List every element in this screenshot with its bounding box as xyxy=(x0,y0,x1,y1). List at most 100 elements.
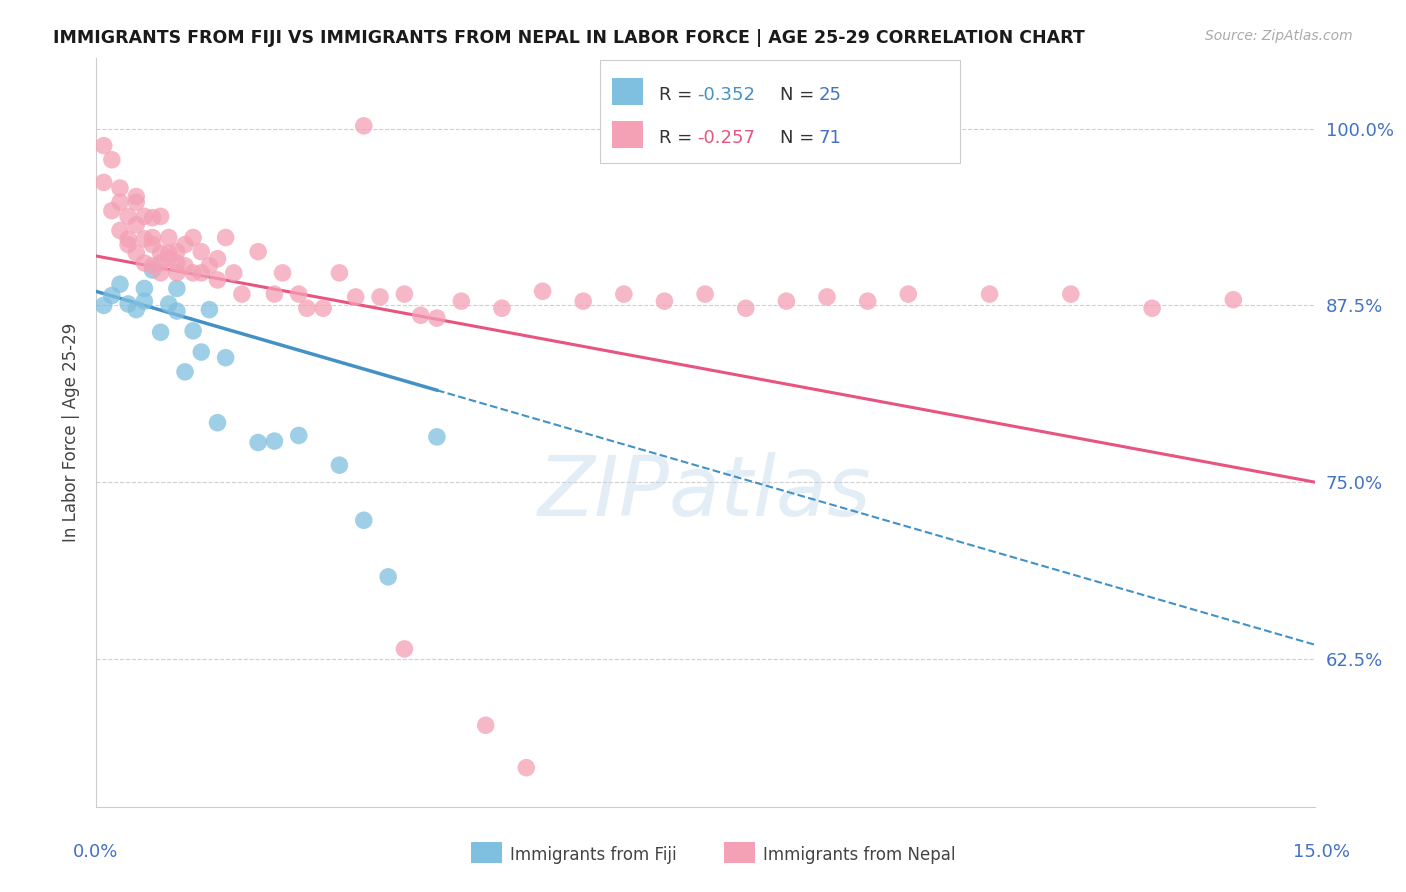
Y-axis label: In Labor Force | Age 25-29: In Labor Force | Age 25-29 xyxy=(62,323,80,542)
Point xyxy=(271,266,294,280)
Text: Source: ZipAtlas.com: Source: ZipAtlas.com xyxy=(1205,29,1353,43)
Point xyxy=(377,570,399,584)
Point xyxy=(149,256,172,270)
Point xyxy=(247,244,270,259)
Point xyxy=(181,266,204,280)
Point xyxy=(263,287,285,301)
Point xyxy=(166,281,188,295)
Point xyxy=(368,290,391,304)
Point xyxy=(450,294,472,309)
Point xyxy=(207,416,229,430)
Point xyxy=(174,365,197,379)
Point xyxy=(190,244,212,259)
Text: R =: R = xyxy=(659,129,699,147)
Text: 15.0%: 15.0% xyxy=(1294,843,1350,861)
Point xyxy=(117,297,139,311)
Point xyxy=(897,287,920,301)
Text: R =: R = xyxy=(659,87,699,104)
Point xyxy=(654,294,676,309)
Point xyxy=(1060,287,1083,301)
Point xyxy=(474,718,496,732)
Point xyxy=(157,252,180,266)
Point xyxy=(134,210,156,224)
Point xyxy=(247,435,270,450)
Point xyxy=(288,287,311,301)
Point xyxy=(856,294,879,309)
Point xyxy=(134,281,156,295)
Point xyxy=(149,210,172,224)
Point xyxy=(166,256,188,270)
Point xyxy=(108,277,131,292)
Point xyxy=(181,230,204,244)
Point xyxy=(409,308,432,322)
Point xyxy=(207,252,229,266)
Point xyxy=(134,232,156,246)
Point xyxy=(174,237,197,252)
Text: -0.352: -0.352 xyxy=(697,87,755,104)
Point xyxy=(157,246,180,260)
Point xyxy=(134,294,156,309)
Point xyxy=(101,153,124,167)
Point xyxy=(222,266,245,280)
Point xyxy=(125,218,148,232)
Point xyxy=(108,195,131,210)
Point xyxy=(214,230,236,244)
Point xyxy=(141,230,163,244)
Point xyxy=(979,287,1001,301)
Point xyxy=(190,345,212,359)
Point xyxy=(117,232,139,246)
Point xyxy=(353,119,375,133)
Point xyxy=(166,266,188,280)
Point xyxy=(166,304,188,318)
Point xyxy=(491,301,513,316)
Point xyxy=(328,458,350,472)
Text: Immigrants from Fiji: Immigrants from Fiji xyxy=(510,846,678,863)
Text: ZIPatlas: ZIPatlas xyxy=(538,452,872,533)
Point xyxy=(353,513,375,527)
Text: N =: N = xyxy=(780,87,820,104)
Point xyxy=(117,210,139,224)
Point xyxy=(613,287,636,301)
Point xyxy=(312,301,335,316)
Point xyxy=(157,230,180,244)
Point xyxy=(141,237,163,252)
Point xyxy=(125,246,148,260)
Point xyxy=(734,301,756,316)
Point xyxy=(515,761,537,775)
Text: -0.257: -0.257 xyxy=(697,129,755,147)
Point xyxy=(531,285,554,299)
Point xyxy=(149,325,172,339)
Point xyxy=(101,288,124,302)
Point xyxy=(141,259,163,273)
Point xyxy=(166,244,188,259)
Point xyxy=(141,263,163,277)
Point xyxy=(93,138,115,153)
Text: 0.0%: 0.0% xyxy=(73,843,118,861)
Point xyxy=(207,273,229,287)
Point xyxy=(125,189,148,203)
Point xyxy=(108,223,131,237)
Point xyxy=(93,298,115,312)
Point xyxy=(1140,301,1163,316)
Point xyxy=(426,311,449,326)
Point xyxy=(426,430,449,444)
Point xyxy=(141,211,163,225)
Text: IMMIGRANTS FROM FIJI VS IMMIGRANTS FROM NEPAL IN LABOR FORCE | AGE 25-29 CORRELA: IMMIGRANTS FROM FIJI VS IMMIGRANTS FROM … xyxy=(53,29,1085,46)
Point xyxy=(344,290,367,304)
Text: 25: 25 xyxy=(818,87,841,104)
Point xyxy=(775,294,797,309)
Point xyxy=(149,266,172,280)
Point xyxy=(394,287,416,301)
Point xyxy=(214,351,236,365)
Text: N =: N = xyxy=(780,129,820,147)
Point xyxy=(572,294,595,309)
Point xyxy=(117,237,139,252)
Point xyxy=(198,259,221,273)
Point xyxy=(295,301,318,316)
Text: Immigrants from Nepal: Immigrants from Nepal xyxy=(763,846,956,863)
Point xyxy=(125,195,148,210)
Point xyxy=(1222,293,1244,307)
Point xyxy=(231,287,253,301)
Point xyxy=(134,256,156,270)
Point xyxy=(288,428,311,442)
